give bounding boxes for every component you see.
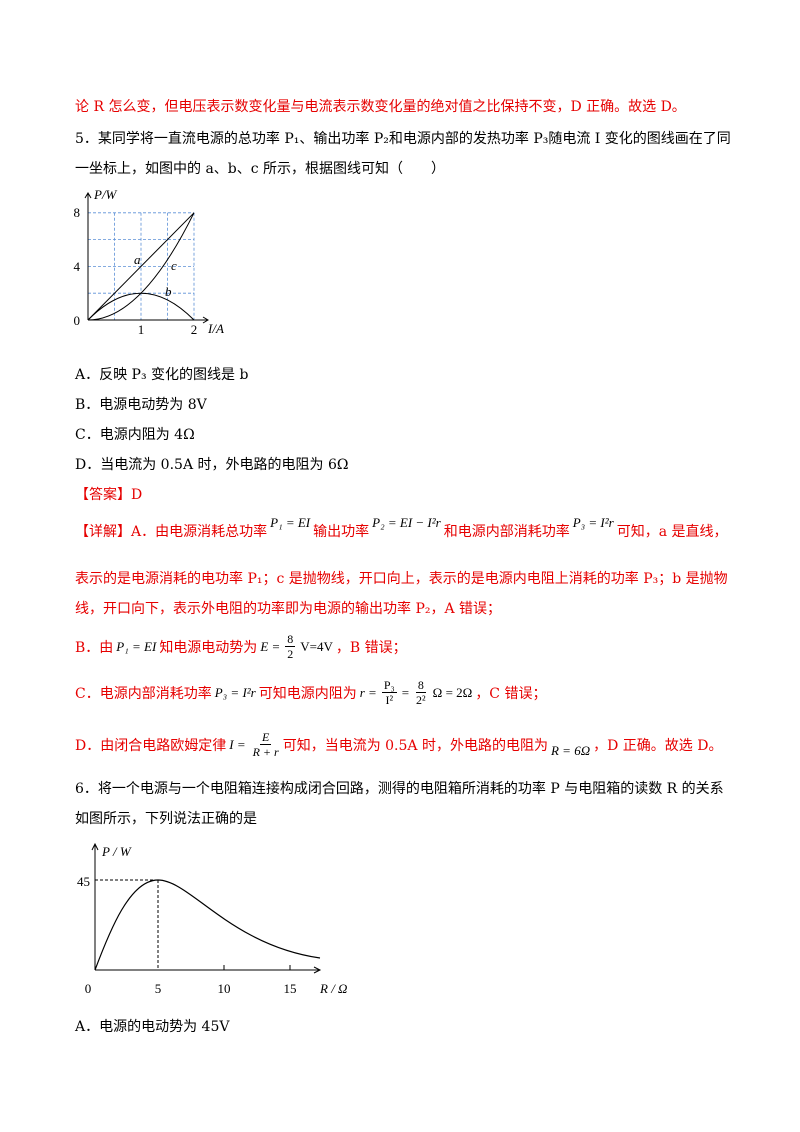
- text: B．由: [75, 639, 114, 656]
- tick-label: 15: [284, 981, 297, 996]
- text: 知电源电动势为: [159, 639, 258, 656]
- curve-a: [87, 212, 195, 321]
- answer: 【答案】D: [75, 487, 143, 503]
- text: C．电源内部消耗功率: [75, 685, 212, 702]
- detail-line: 【详解】A．由电源消耗总功率 P₁ = EI 输出功率 P₂ = EI − I²…: [75, 515, 728, 541]
- numerator: 8: [415, 678, 426, 693]
- axis-label: P / W: [101, 844, 132, 859]
- formula: r =: [359, 684, 377, 700]
- formula: V=4V: [300, 638, 333, 654]
- option: A．电源的电动势为 45V: [75, 1019, 230, 1035]
- text: 可知，当电流为 0.5A 时，外电路的电阻为: [282, 737, 548, 754]
- fraction: P₃ I²: [381, 678, 397, 707]
- detail-line: C．电源内部消耗功率 P₃ = I²r 可知电源内阻为 r = P₃ I² = 8…: [75, 678, 546, 707]
- text: 可知，a 是直线，: [616, 524, 728, 540]
- formula: P₃ = I²r: [572, 515, 614, 530]
- option: D．当电流为 0.5A 时，外电路的电阻为 6Ω: [75, 457, 349, 473]
- formula: Ω = 2Ω: [432, 684, 473, 700]
- fraction: 8 2²: [414, 678, 428, 707]
- tick-label: 2: [191, 322, 198, 337]
- tick-label: 5: [155, 981, 162, 996]
- tick-label: 4: [74, 259, 81, 274]
- tick-label: 1: [138, 322, 145, 337]
- formula: E =: [260, 638, 281, 654]
- text: ，B 错误；: [335, 639, 407, 656]
- denominator: R + r: [252, 745, 279, 759]
- question-stem: 6．将一个电源与一个电阻箱连接构成闭合回路，测得的电阻箱所消耗的功率 P 与电阻…: [75, 781, 724, 797]
- question-stem: 如图所示，下列说法正确的是: [75, 811, 257, 827]
- text: D．由闭合电路欧姆定律: [75, 737, 227, 754]
- curve-label: a: [134, 252, 141, 267]
- text: 可知电源内阻为: [258, 685, 357, 702]
- axis-label: P/W: [93, 187, 118, 202]
- detail-line: 线，开口向下，表示外电阻的功率即为电源的输出功率 P₂，A 错误；: [75, 601, 502, 617]
- option: C．电源内阻为 4Ω: [75, 427, 195, 443]
- axis-label: I/A: [207, 321, 224, 336]
- option: A．反映 P₃ 变化的图线是 b: [75, 367, 249, 383]
- formula: P₃ = I²r: [214, 684, 256, 700]
- figure-pr: P / W R / Ω 45 0 5 10 15: [77, 842, 347, 996]
- text: ，C 错误；: [475, 685, 547, 702]
- text: 和电源内部消耗功率: [443, 524, 570, 540]
- formula: I =: [229, 736, 246, 752]
- tick-label: 0: [85, 981, 92, 996]
- formula: R = 6Ω: [550, 742, 591, 758]
- curve-b: [87, 292, 195, 321]
- formula: =: [401, 684, 410, 700]
- text-line: 论 R 怎么变，但电压表示数变化量与电流表示数变化量的绝对值之比保持不变，D 正…: [75, 99, 686, 115]
- curve: [94, 879, 321, 971]
- text: 【详解】A．由电源消耗总功率: [75, 524, 268, 540]
- formula: P₁ = EI: [270, 515, 311, 530]
- axes: [84, 192, 209, 324]
- denominator: 2: [287, 647, 294, 661]
- tick-label: 45: [77, 874, 90, 889]
- figure-pi: P/W I/A 8 4 0 1 2 a c b: [74, 187, 224, 337]
- numerator: 8: [285, 632, 296, 647]
- curve-label: c: [171, 258, 177, 273]
- denominator: 2²: [416, 693, 426, 707]
- formula: P₂ = EI − I²r: [372, 515, 441, 530]
- denominator: I²: [385, 693, 394, 707]
- text: 输出功率: [313, 524, 370, 540]
- curve-label: b: [165, 284, 172, 299]
- numerator: E: [259, 730, 272, 745]
- text: ，D 正确。故选 D。: [593, 737, 723, 754]
- tick-label: 0: [74, 313, 81, 328]
- axes: [91, 842, 322, 974]
- detail-line: 表示的是电源消耗的电功率 P₁；c 是抛物线，开口向上，表示的是电源内电阻上消耗…: [75, 571, 728, 587]
- formula: P₁ = EI: [116, 638, 157, 654]
- option: B．电源电动势为 8V: [75, 397, 207, 413]
- tick-label: 8: [74, 205, 81, 220]
- question-stem: 5．某同学将一直流电源的总功率 P₁、输出功率 P₂和电源内部的发热功率 P₃随…: [75, 131, 731, 147]
- tick-label: 10: [218, 981, 231, 996]
- question-stem: 一坐标上，如图中的 a、b、c 所示，根据图线可知（ ）: [75, 161, 446, 177]
- numerator: P₃: [381, 678, 397, 693]
- axis-label: R / Ω: [319, 981, 347, 996]
